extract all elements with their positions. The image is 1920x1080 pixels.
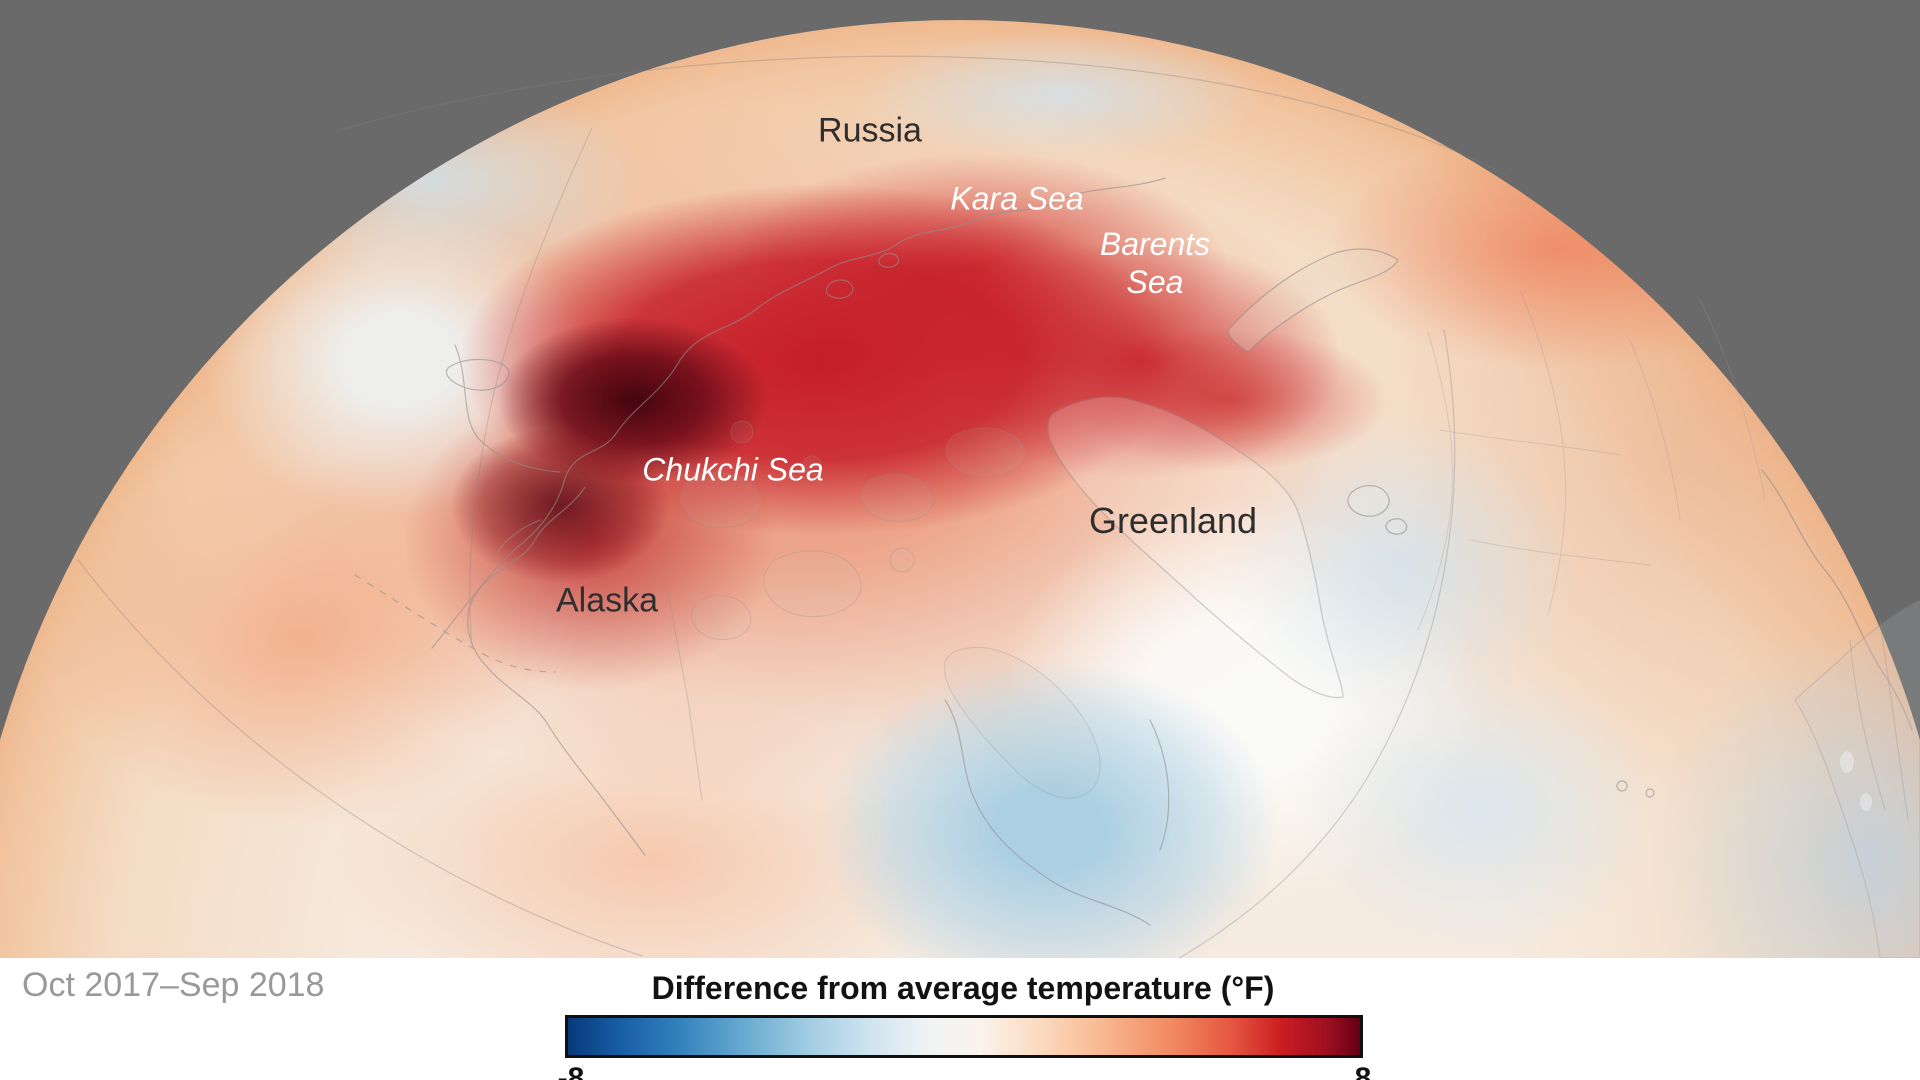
map-label-russia: Russia <box>818 111 922 150</box>
new-siberian-islands <box>825 252 900 299</box>
scandinavia-landmass <box>1794 599 1920 959</box>
greenland-outline <box>1047 396 1344 699</box>
scandinavia-lake <box>1860 793 1872 811</box>
graticule-arc-top <box>339 55 1506 176</box>
norway-coastline <box>1761 469 1913 731</box>
hudson-bay-coastline <box>944 699 1170 926</box>
wrangel-island <box>445 358 510 391</box>
colorbar-max-label: 8 <box>1354 1062 1372 1080</box>
graticule-arc-bottom-left <box>77 559 643 957</box>
chukotka-coastline <box>454 344 561 473</box>
siberia-coastline <box>431 177 1166 649</box>
aleutian-islands <box>354 574 556 673</box>
colorbar-min-label: -8 <box>557 1062 585 1080</box>
alaska-coastline <box>467 486 646 856</box>
map-label-greenland: Greenland <box>1088 500 1258 541</box>
map-label-barents-line2: Sea <box>1126 264 1184 300</box>
legend-title: Difference from average temperature (°F) <box>651 970 1275 1006</box>
period-label: Oct 2017–Sep 2018 <box>22 966 325 1004</box>
meridian-line <box>469 127 593 646</box>
scandinavia-lake <box>1840 751 1854 773</box>
map-label-barents-sea: Barents Sea <box>1100 225 1210 301</box>
map-label-kara-sea: Kara Sea <box>950 180 1084 217</box>
canadian-arctic-islands <box>680 420 1101 799</box>
alaska-canada-border <box>661 559 703 801</box>
small-island <box>1645 788 1655 798</box>
small-island <box>1616 780 1628 792</box>
russia-region-borders <box>1417 289 1766 631</box>
map-label-chukchi-sea: Chukchi Sea <box>642 451 824 488</box>
graticule-arc-right <box>1087 329 1456 1003</box>
map-label-alaska: Alaska <box>555 581 659 620</box>
svalbard-islands <box>1347 485 1408 535</box>
colorbar <box>565 1015 1363 1058</box>
scandinavia-borders <box>1849 619 1909 821</box>
legend-strip: Oct 2017–Sep 2018 Difference from averag… <box>0 958 1920 1080</box>
seward-peninsula <box>497 519 541 553</box>
novaya-zemlya-island <box>1227 248 1399 353</box>
map-label-barents-line1: Barents <box>1099 226 1211 262</box>
